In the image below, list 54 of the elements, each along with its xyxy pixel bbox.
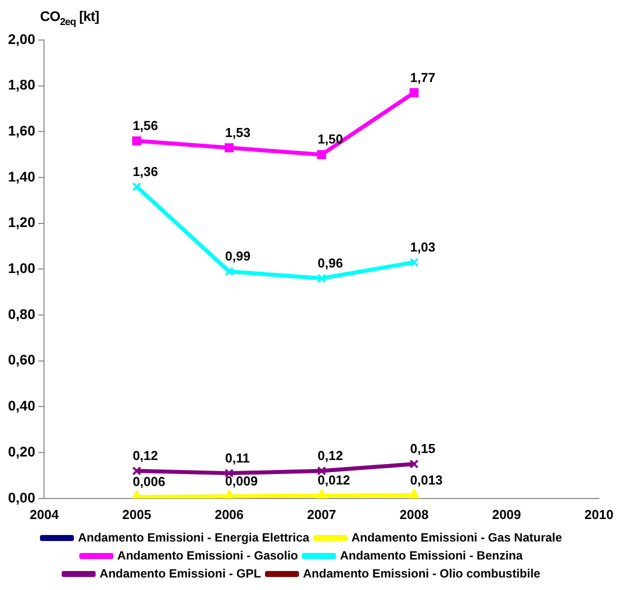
y-tick-label: 1,20 [8, 214, 36, 230]
data-label: 0,006 [132, 474, 166, 490]
point [317, 150, 326, 160]
x-tick-label: 2008 [400, 506, 429, 522]
point [410, 459, 419, 469]
y-tick-label: 1,80 [8, 76, 36, 93]
data-label: 0,15 [410, 441, 436, 456]
data-label: 0,12 [318, 448, 343, 463]
x-tick-label: 2009 [492, 506, 521, 522]
data-label: 1,53 [225, 124, 250, 140]
data-label: 0,013 [410, 472, 443, 488]
point [410, 88, 419, 98]
data-label: 1,03 [410, 239, 436, 254]
x-tick-label: 2004 [30, 506, 60, 522]
y-tick-label: 1,60 [8, 122, 36, 139]
data-label: 1,50 [318, 132, 343, 147]
y-tick-label: 0,20 [8, 443, 36, 460]
data-label: 0,009 [225, 473, 258, 488]
x-tick-label: 2010 [584, 506, 614, 522]
data-label: 0,11 [225, 450, 250, 466]
point [224, 266, 234, 276]
data-label: 0,012 [318, 472, 350, 488]
point [408, 489, 420, 498]
data-label: 0,96 [318, 255, 343, 270]
x-tick-label: 2006 [214, 506, 244, 522]
legend-label: Andamento Emissioni - Gas Naturale [351, 530, 562, 544]
data-label: 0,12 [132, 448, 158, 463]
point [132, 466, 142, 476]
y-tick-label: 0,80 [8, 306, 36, 322]
data-label: 1,36 [132, 164, 158, 179]
y-tick-label: 0,40 [8, 398, 36, 414]
legend-label: Andamento Emissioni - Energia Elettrica [78, 530, 310, 544]
data-label: 1,77 [410, 70, 436, 85]
y-tick-label: 2,00 [8, 30, 36, 47]
point [317, 466, 326, 476]
point [132, 182, 142, 192]
data-label: 0,99 [225, 248, 250, 264]
legend-label: Andamento Emissioni - Benzina [340, 548, 524, 562]
data-label: 1,56 [132, 118, 158, 133]
point [224, 143, 234, 152]
y-tick-label: 0,00 [8, 489, 36, 506]
legend-label: Andamento Emissioni - Gasolio [117, 548, 298, 562]
y-axis-title: CO$_{2eq}$ [kt] [40, 8, 99, 28]
point [410, 258, 419, 267]
legend-label: Andamento Emissioni - Olio combustibile [302, 566, 541, 580]
x-tick-label: 2007 [307, 506, 336, 522]
point [317, 274, 326, 283]
point [316, 490, 327, 498]
y-tick-label: 0,60 [8, 352, 36, 368]
legend-label: Andamento Emissioni - GPL [100, 566, 262, 580]
y-tick-label: 1,00 [8, 260, 36, 276]
x-tick-label: 2005 [122, 506, 152, 522]
y-tick-label: 1,40 [8, 168, 36, 184]
point [132, 136, 142, 146]
